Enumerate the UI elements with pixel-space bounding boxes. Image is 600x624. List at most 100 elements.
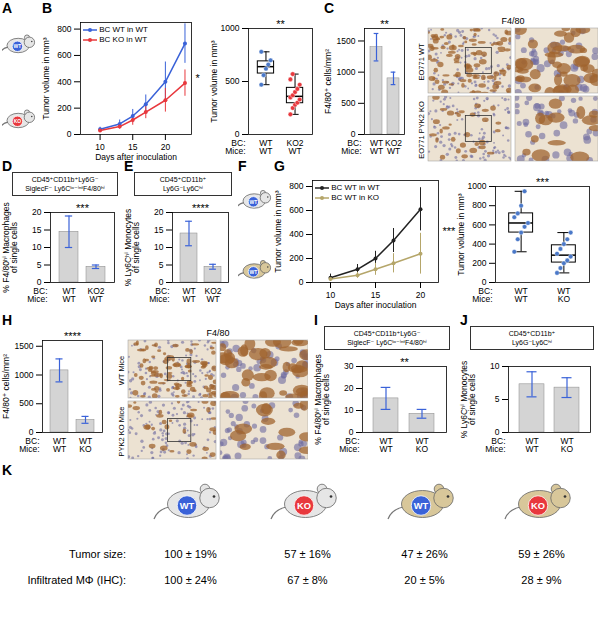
svg-text:% F4/80ʰⁱ Macrophagesof single: % F4/80ʰⁱ Macrophagesof single cells <box>1 202 20 292</box>
svg-text:WT: WT <box>14 44 22 49</box>
svg-text:WTWT: WTWT <box>182 286 195 305</box>
svg-text:WTWT: WTWT <box>259 138 272 157</box>
svg-text:Tumor volume in mm³: Tumor volume in mm³ <box>41 37 51 120</box>
svg-text:BC:Mice:: BC:Mice: <box>225 138 245 157</box>
svg-text:*: * <box>196 72 201 84</box>
svg-text:5: 5 <box>159 260 164 270</box>
svg-text:BC:Mice:: BC:Mice: <box>341 138 361 157</box>
svg-text:Days after inoculation: Days after inoculation <box>335 300 417 310</box>
svg-text:1000: 1000 <box>221 23 240 33</box>
svg-text:600: 600 <box>472 220 486 230</box>
svg-text:****: **** <box>64 330 82 342</box>
svg-text:100 ± 24%: 100 ± 24% <box>164 574 217 586</box>
svg-text:BC:Mice:: BC:Mice: <box>19 436 39 455</box>
svg-text:KO2WT: KO2WT <box>287 138 304 157</box>
svg-text:**: ** <box>276 18 285 30</box>
svg-text:WTKO: WTKO <box>560 436 573 455</box>
svg-text:Infiltrated MΦ (IHC):: Infiltrated MΦ (IHC): <box>27 574 126 586</box>
svg-text:BC:Mice:: BC:Mice: <box>149 286 169 305</box>
svg-text:PYK2 KO Mice: PYK2 KO Mice <box>117 406 126 456</box>
svg-text:BC:Mice:: BC:Mice: <box>339 436 359 455</box>
svg-text:800: 800 <box>57 24 71 34</box>
svg-text:Tumor volume in mm³: Tumor volume in mm³ <box>273 190 283 273</box>
svg-text:F4/80⁺ cells/mm²: F4/80⁺ cells/mm² <box>323 49 333 114</box>
svg-text:WTWT: WTWT <box>62 286 75 305</box>
svg-text:KO: KO <box>531 501 545 511</box>
svg-text:1000: 1000 <box>468 181 487 191</box>
svg-text:10: 10 <box>95 142 105 152</box>
svg-text:**: ** <box>380 18 389 30</box>
svg-text:WTWT: WTWT <box>379 436 392 455</box>
svg-text:KO: KO <box>14 119 22 124</box>
svg-text:67 ± 8%: 67 ± 8% <box>287 574 328 586</box>
svg-text:1500: 1500 <box>15 341 34 351</box>
svg-text:KO2WT: KO2WT <box>87 286 104 305</box>
svg-text:F4/80⁺ cells/mm²: F4/80⁺ cells/mm² <box>1 354 11 419</box>
svg-text:20: 20 <box>161 142 171 152</box>
svg-text:EO771 WT: EO771 WT <box>417 43 426 81</box>
svg-text:10: 10 <box>344 405 354 415</box>
svg-text:20: 20 <box>416 290 426 300</box>
svg-text:Tumor size:: Tumor size: <box>69 548 126 560</box>
svg-text:500: 500 <box>341 98 355 108</box>
svg-text:15: 15 <box>154 225 164 235</box>
svg-text:EO771 PYK2 KO: EO771 PYK2 KO <box>417 101 426 159</box>
svg-text:***: *** <box>76 202 90 214</box>
svg-text:WT: WT <box>414 501 429 511</box>
svg-text:F4/80: F4/80 <box>206 328 229 338</box>
svg-text:KO2WT: KO2WT <box>385 138 402 157</box>
svg-text:10: 10 <box>154 242 164 252</box>
svg-text:400: 400 <box>57 77 71 87</box>
svg-text:WTWT: WTWT <box>515 286 528 305</box>
svg-text:**: ** <box>400 356 409 368</box>
svg-text:Days after inoculation: Days after inoculation <box>95 152 177 162</box>
svg-text:500: 500 <box>225 76 239 86</box>
svg-text:20: 20 <box>154 207 164 217</box>
svg-text:KO: KO <box>297 501 311 511</box>
svg-text:Tumor volume in mm³: Tumor volume in mm³ <box>209 40 219 123</box>
svg-text:1000: 1000 <box>15 370 34 380</box>
svg-text:% Ly6Cʰⁱ Monocytesof single ce: % Ly6Cʰⁱ Monocytesof single cells <box>459 361 478 439</box>
svg-text:800: 800 <box>289 181 303 191</box>
svg-text:28 ± 9%: 28 ± 9% <box>521 574 562 586</box>
svg-text:WTKO: WTKO <box>557 286 570 305</box>
svg-text:% F4/80ʰⁱ Macrophagesof single: % F4/80ʰⁱ Macrophagesof single cells <box>313 354 332 444</box>
svg-text:1000: 1000 <box>337 67 356 77</box>
svg-text:100 ± 19%: 100 ± 19% <box>164 548 217 560</box>
svg-text:% Ly6Cʰⁱ Monocytesof single ce: % Ly6Cʰⁱ Monocytesof single cells <box>123 209 142 287</box>
svg-text:400: 400 <box>289 229 303 239</box>
svg-text:600: 600 <box>57 50 71 60</box>
svg-text:***: *** <box>536 176 550 188</box>
svg-text:15: 15 <box>371 290 381 300</box>
svg-text:WTWT: WTWT <box>525 436 538 455</box>
svg-text:20 ± 5%: 20 ± 5% <box>404 574 445 586</box>
svg-text:WT: WT <box>180 501 195 511</box>
svg-text:200: 200 <box>472 258 486 268</box>
svg-text:Tumor volume in mm³: Tumor volume in mm³ <box>456 193 466 276</box>
svg-text:0: 0 <box>67 129 72 139</box>
svg-text:5: 5 <box>37 260 42 270</box>
svg-text:30: 30 <box>344 361 354 371</box>
svg-text:600: 600 <box>289 205 303 215</box>
svg-text:WT: WT <box>250 200 258 205</box>
svg-text:WTWT: WTWT <box>370 138 383 157</box>
svg-text:20: 20 <box>32 207 42 217</box>
svg-text:47 ± 26%: 47 ± 26% <box>401 548 448 560</box>
svg-text:15: 15 <box>128 142 138 152</box>
svg-text:10: 10 <box>326 290 336 300</box>
svg-text:0: 0 <box>299 277 304 287</box>
svg-text:10: 10 <box>490 361 500 371</box>
svg-text:BC:Mice:: BC:Mice: <box>485 436 505 455</box>
svg-text:F4/80: F4/80 <box>501 16 524 26</box>
svg-text:****: **** <box>192 202 210 214</box>
svg-text:59 ± 26%: 59 ± 26% <box>518 548 565 560</box>
svg-text:200: 200 <box>57 103 71 113</box>
svg-text:WTWT: WTWT <box>53 436 66 455</box>
svg-text:5: 5 <box>495 394 500 404</box>
svg-text:WTKO: WTKO <box>79 436 92 455</box>
svg-text:500: 500 <box>19 398 33 408</box>
svg-text:15: 15 <box>32 225 42 235</box>
svg-text:BC:Mice:: BC:Mice: <box>472 286 492 305</box>
svg-text:400: 400 <box>472 239 486 249</box>
svg-text:800: 800 <box>472 200 486 210</box>
